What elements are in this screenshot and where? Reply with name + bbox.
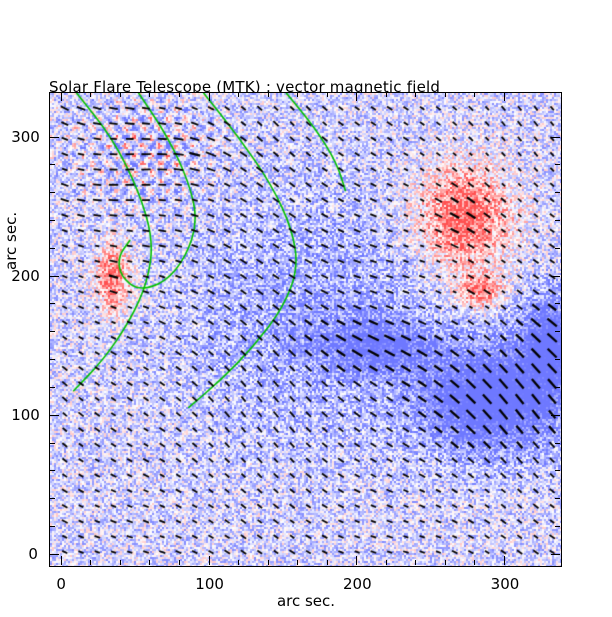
tick-mark (356, 556, 358, 565)
magnetogram-plot-area (49, 92, 562, 567)
tick-mark (474, 560, 476, 565)
tick-mark (555, 331, 560, 333)
tick-mark (444, 560, 446, 565)
tick-mark (50, 219, 55, 221)
x-tick-label: 300 (490, 575, 520, 593)
tick-mark (90, 92, 92, 97)
tick-mark (551, 136, 560, 138)
tick-mark (50, 359, 55, 361)
tick-mark (555, 470, 560, 472)
tick-mark (385, 92, 387, 97)
tick-mark (149, 92, 151, 97)
tick-mark (555, 526, 560, 528)
y-tick-label: 0 (28, 544, 38, 563)
tick-mark (50, 247, 55, 249)
title-line-1: Solar Flare Telescope (MTK) : vector mag… (49, 78, 441, 96)
tick-mark (119, 560, 121, 565)
tick-mark (238, 560, 240, 565)
y-tick-label: 100 (11, 405, 40, 424)
tick-mark (551, 414, 560, 416)
tick-mark (50, 303, 55, 305)
tick-mark (555, 359, 560, 361)
tick-mark (50, 442, 55, 444)
tick-mark (555, 303, 560, 305)
tick-mark (50, 470, 55, 472)
tick-mark (551, 553, 560, 555)
magnetogram-image (50, 93, 561, 566)
tick-mark (555, 192, 560, 194)
y-axis-label: arc sec. (2, 211, 20, 270)
tick-mark (90, 560, 92, 565)
tick-mark (555, 442, 560, 444)
tick-mark (50, 498, 55, 500)
tick-mark (385, 560, 387, 565)
tick-mark (297, 560, 299, 565)
x-tick-label: 0 (56, 575, 66, 593)
tick-mark (50, 136, 59, 138)
tick-mark (297, 92, 299, 97)
x-axis-label: arc sec. (276, 592, 336, 610)
tick-mark (208, 92, 210, 101)
tick-mark (119, 92, 121, 97)
x-tick-label: 100 (195, 575, 224, 593)
tick-mark (50, 275, 59, 277)
tick-mark (415, 92, 417, 97)
tick-mark (238, 92, 240, 97)
tick-mark (555, 164, 560, 166)
tick-mark (178, 92, 180, 97)
tick-mark (555, 219, 560, 221)
tick-mark (50, 331, 55, 333)
y-tick-label: 300 (11, 127, 40, 146)
tick-mark (50, 526, 55, 528)
tick-mark (50, 553, 59, 555)
tick-mark (415, 560, 417, 565)
tick-mark (149, 560, 151, 565)
x-tick-label: 200 (342, 575, 372, 593)
tick-mark (50, 386, 55, 388)
tick-mark (50, 414, 59, 416)
tick-mark (267, 92, 269, 97)
tick-mark (50, 192, 55, 194)
tick-mark (555, 386, 560, 388)
tick-mark (551, 275, 560, 277)
tick-mark (50, 164, 55, 166)
tick-mark (503, 92, 505, 101)
tick-mark (326, 92, 328, 97)
tick-mark (474, 92, 476, 97)
tick-mark (444, 92, 446, 97)
tick-mark (503, 556, 505, 565)
tick-mark (356, 92, 358, 101)
y-tick-label: 200 (11, 266, 40, 285)
tick-mark (555, 498, 560, 500)
tick-mark (178, 560, 180, 565)
tick-mark (208, 556, 210, 565)
tick-mark (326, 560, 328, 565)
tick-mark (60, 556, 62, 565)
tick-mark (555, 247, 560, 249)
tick-mark (60, 92, 62, 101)
tick-mark (267, 560, 269, 565)
